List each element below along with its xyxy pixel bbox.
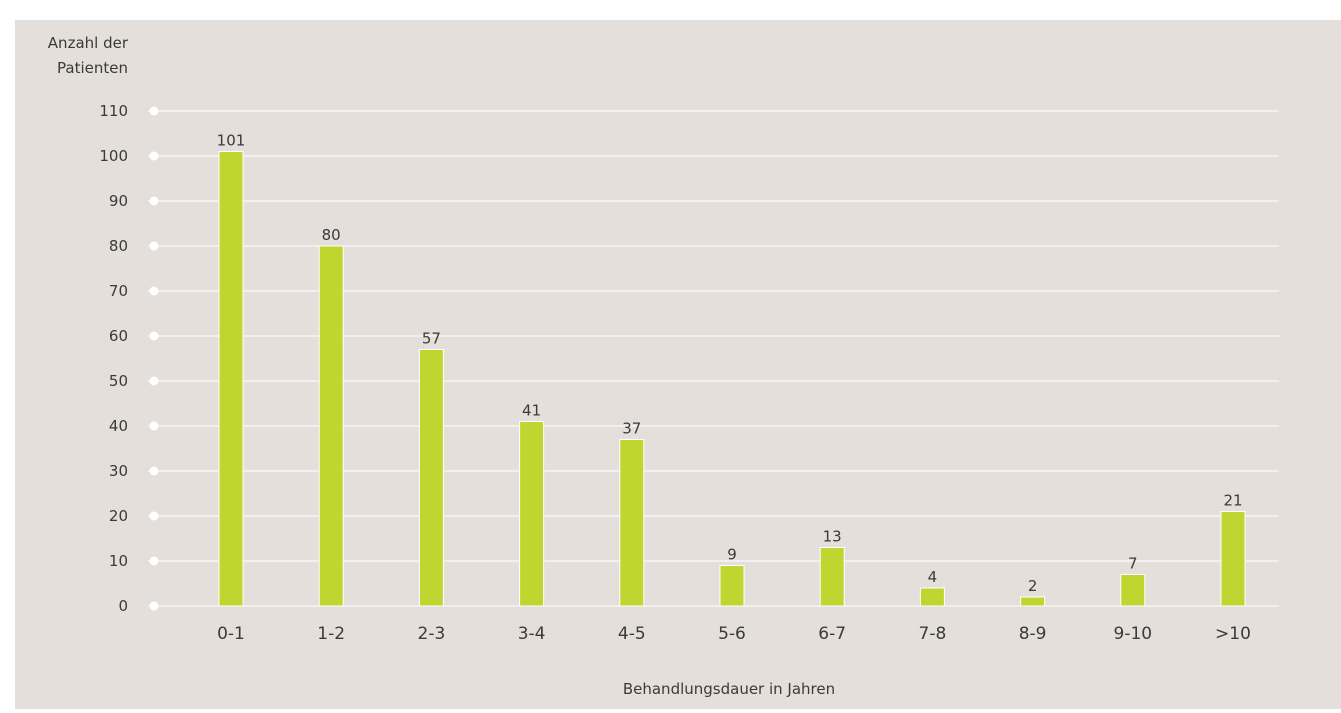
x-axis: 0-1 1-2 2-3 3-4 4-5 5-6 6-7 7-8 8-9 9-10 >10 bbox=[217, 624, 1251, 644]
x-tick-label: 5-6 bbox=[718, 624, 746, 644]
y-axis-title-line-2: Patienten bbox=[57, 59, 128, 77]
data-label: 57 bbox=[422, 330, 441, 348]
bar->10 bbox=[1220, 511, 1246, 607]
y-tick-marker bbox=[149, 241, 159, 251]
x-tick-label: 9-10 bbox=[1114, 624, 1153, 644]
y-tick-marker bbox=[149, 286, 159, 296]
bar-5-6 bbox=[719, 565, 745, 607]
bar-4-5 bbox=[619, 439, 645, 607]
y-tick-marker bbox=[149, 196, 159, 206]
y-tick-marker bbox=[149, 466, 159, 476]
bar-6-7 bbox=[819, 547, 845, 607]
data-label: 37 bbox=[622, 420, 641, 438]
y-tick-marker bbox=[149, 421, 159, 431]
data-label: 2 bbox=[1028, 577, 1038, 595]
x-tick-label: 8-9 bbox=[1019, 624, 1047, 644]
x-tick-label: 3-4 bbox=[518, 624, 546, 644]
y-tick-label: 30 bbox=[109, 462, 128, 480]
bar-2-3 bbox=[418, 349, 444, 607]
y-tick-label: 20 bbox=[109, 507, 128, 525]
y-tick-label: 40 bbox=[109, 417, 128, 435]
bars bbox=[218, 151, 1246, 607]
y-tick-marker bbox=[149, 331, 159, 341]
data-label: 7 bbox=[1128, 555, 1138, 573]
x-tick-label: 2-3 bbox=[418, 624, 446, 644]
data-label: 41 bbox=[522, 402, 541, 420]
data-label: 101 bbox=[217, 132, 246, 150]
y-tick-marker bbox=[149, 511, 159, 521]
data-label: 21 bbox=[1223, 492, 1242, 510]
y-tick-label: 70 bbox=[109, 282, 128, 300]
y-axis: 0 10 20 30 40 50 60 70 80 90 100 110 bbox=[99, 102, 159, 615]
y-tick-label: 100 bbox=[99, 147, 128, 165]
x-tick-label: 4-5 bbox=[618, 624, 646, 644]
y-tick-label: 60 bbox=[109, 327, 128, 345]
y-tick-label: 0 bbox=[118, 597, 128, 615]
data-label: 4 bbox=[928, 568, 938, 586]
bar-8-9 bbox=[1020, 596, 1046, 607]
x-tick-label: 6-7 bbox=[818, 624, 846, 644]
bar-0-1 bbox=[218, 151, 244, 607]
y-axis-title-line-1: Anzahl der bbox=[48, 34, 129, 52]
x-tick-label: 1-2 bbox=[317, 624, 345, 644]
bar-1-2 bbox=[318, 245, 344, 607]
y-tick-marker bbox=[149, 376, 159, 386]
x-tick-label: >10 bbox=[1215, 624, 1251, 644]
y-tick-label: 10 bbox=[109, 552, 128, 570]
data-label: 13 bbox=[823, 528, 842, 546]
data-label: 80 bbox=[322, 226, 341, 244]
y-tick-marker bbox=[149, 151, 159, 161]
y-tick-marker bbox=[149, 556, 159, 566]
y-tick-marker bbox=[149, 106, 159, 116]
y-tick-label: 50 bbox=[109, 372, 128, 390]
data-labels: 101 80 57 41 37 9 13 4 2 7 21 bbox=[217, 132, 1243, 596]
data-label: 9 bbox=[727, 546, 737, 564]
bar-9-10 bbox=[1120, 574, 1146, 607]
x-tick-label: 7-8 bbox=[919, 624, 947, 644]
bar-7-8 bbox=[919, 587, 945, 607]
x-tick-label: 0-1 bbox=[217, 624, 245, 644]
y-tick-label: 90 bbox=[109, 192, 128, 210]
y-tick-marker bbox=[149, 601, 159, 611]
y-tick-label: 110 bbox=[99, 102, 128, 120]
x-axis-title: Behandlungsdauer in Jahren bbox=[623, 680, 835, 698]
bar-3-4 bbox=[519, 421, 545, 607]
y-tick-label: 80 bbox=[109, 237, 128, 255]
